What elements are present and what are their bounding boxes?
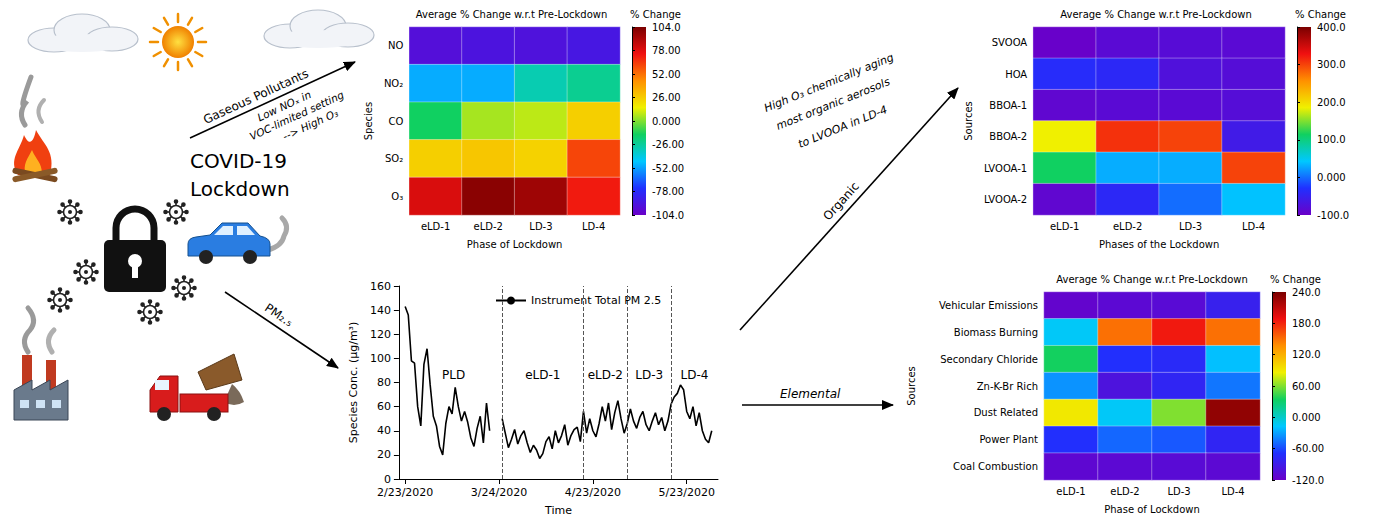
- svg-text:eLD-2: eLD-2: [1110, 486, 1139, 497]
- svg-text:--> High O₃: --> High O₃: [281, 107, 340, 143]
- svg-text:Organic: Organic: [820, 179, 862, 223]
- svg-text:0.000: 0.000: [652, 116, 681, 127]
- svg-text:120.0: 120.0: [1292, 349, 1321, 360]
- svg-text:to LVOOA in LD-4: to LVOOA in LD-4: [796, 103, 889, 151]
- svg-text:80: 80: [377, 376, 391, 389]
- svg-text:NO: NO: [388, 40, 403, 51]
- svg-text:52.00: 52.00: [652, 69, 681, 80]
- svg-text:LD-4: LD-4: [582, 221, 605, 232]
- svg-text:Average % Change w.r.t Pre-Loc: Average % Change w.r.t Pre-Lockdown: [1056, 274, 1248, 285]
- svg-text:O₃: O₃: [391, 191, 403, 202]
- svg-text:Vehicular Emissions: Vehicular Emissions: [939, 300, 1038, 311]
- svg-text:Coal Combustion: Coal Combustion: [953, 461, 1038, 472]
- svg-text:0.000: 0.000: [1292, 412, 1321, 423]
- svg-text:180.0: 180.0: [1292, 318, 1321, 329]
- svg-text:Secondary Chloride: Secondary Chloride: [940, 354, 1038, 365]
- svg-text:Biomass Burning: Biomass Burning: [954, 327, 1038, 338]
- svg-text:eLD-2: eLD-2: [588, 368, 623, 382]
- svg-text:LD-3: LD-3: [529, 221, 552, 232]
- svg-text:% Change: % Change: [1295, 9, 1346, 20]
- svg-text:Sources: Sources: [963, 101, 974, 141]
- svg-text:most organic aerosols: most organic aerosols: [774, 75, 892, 133]
- svg-text:Elemental: Elemental: [780, 387, 841, 401]
- svg-text:Lockdown: Lockdown: [190, 177, 290, 201]
- svg-text:60.00: 60.00: [1292, 381, 1321, 392]
- svg-text:60: 60: [377, 400, 391, 413]
- svg-text:78.00: 78.00: [652, 45, 681, 56]
- svg-text:-100.0: -100.0: [1317, 210, 1349, 221]
- svg-text:Phase of Lockdown: Phase of Lockdown: [467, 239, 563, 250]
- svg-text:Time: Time: [544, 504, 572, 517]
- svg-text:Zn-K-Br Rich: Zn-K-Br Rich: [977, 381, 1038, 392]
- svg-text:20: 20: [377, 448, 391, 461]
- svg-text:Instrument Total PM 2.5: Instrument Total PM 2.5: [531, 294, 661, 307]
- svg-text:5/23/2020: 5/23/2020: [659, 486, 715, 499]
- svg-text:200.0: 200.0: [1317, 97, 1346, 108]
- svg-text:2/23/2020: 2/23/2020: [377, 486, 433, 499]
- svg-text:0.000: 0.000: [1317, 172, 1346, 183]
- svg-text:-26.00: -26.00: [652, 139, 684, 150]
- svg-text:CO: CO: [388, 116, 403, 127]
- svg-text:LD-4: LD-4: [681, 368, 709, 382]
- svg-text:Dust Related: Dust Related: [974, 407, 1038, 418]
- svg-text:4/23/2020: 4/23/2020: [565, 486, 621, 499]
- svg-text:LD-4: LD-4: [1242, 221, 1265, 232]
- svg-text:-78.00: -78.00: [652, 186, 684, 197]
- svg-text:-120.0: -120.0: [1292, 475, 1324, 486]
- svg-text:Average % Change w.r.t Pre-Loc: Average % Change w.r.t Pre-Lockdown: [416, 9, 608, 20]
- svg-text:300.0: 300.0: [1317, 59, 1346, 70]
- svg-text:40: 40: [377, 424, 391, 437]
- svg-text:3/24/2020: 3/24/2020: [471, 486, 527, 499]
- svg-text:26.00: 26.00: [652, 92, 681, 103]
- svg-text:% Change: % Change: [630, 9, 681, 20]
- svg-text:Power Plant: Power Plant: [979, 434, 1038, 445]
- svg-text:LD-3: LD-3: [1179, 221, 1202, 232]
- svg-text:NO₂: NO₂: [384, 78, 403, 89]
- svg-text:LD-3: LD-3: [1167, 486, 1190, 497]
- svg-text:PM₂.₅: PM₂.₅: [262, 301, 296, 330]
- svg-text:LVOOA-1: LVOOA-1: [984, 163, 1027, 174]
- svg-text:-60.00: -60.00: [1292, 443, 1324, 454]
- svg-text:eLD-2: eLD-2: [474, 221, 503, 232]
- svg-text:Species Conc. (μg/m³): Species Conc. (μg/m³): [347, 322, 360, 444]
- svg-text:eLD-2: eLD-2: [1113, 221, 1142, 232]
- svg-text:-52.00: -52.00: [652, 163, 684, 174]
- svg-text:100: 100: [370, 352, 391, 365]
- svg-text:Gaseous Pollutants: Gaseous Pollutants: [201, 66, 311, 127]
- svg-text:LD-4: LD-4: [1221, 486, 1244, 497]
- svg-text:SO₂: SO₂: [385, 153, 403, 164]
- svg-text:0: 0: [384, 473, 391, 486]
- svg-text:COVID-19: COVID-19: [190, 149, 287, 173]
- svg-text:% Change: % Change: [1270, 274, 1321, 285]
- svg-text:PLD: PLD: [442, 368, 465, 382]
- svg-text:eLD-1: eLD-1: [525, 368, 560, 382]
- svg-text:Phases of the Lockdown: Phases of the Lockdown: [1099, 239, 1219, 250]
- svg-text:240.0: 240.0: [1292, 287, 1321, 298]
- svg-text:LVOOA-2: LVOOA-2: [984, 194, 1027, 205]
- svg-text:104.0: 104.0: [652, 22, 681, 33]
- svg-text:140: 140: [370, 304, 391, 317]
- svg-text:High O₃ chemically aging: High O₃ chemically aging: [762, 50, 896, 115]
- svg-text:-104.0: -104.0: [652, 210, 684, 221]
- svg-text:eLD-1: eLD-1: [1050, 221, 1079, 232]
- svg-text:120: 120: [370, 328, 391, 341]
- svg-text:Phase of Lockdown: Phase of Lockdown: [1104, 504, 1200, 515]
- svg-text:Species: Species: [363, 102, 374, 141]
- svg-text:eLD-1: eLD-1: [421, 221, 450, 232]
- svg-text:100.0: 100.0: [1317, 134, 1346, 145]
- svg-text:SVOOA: SVOOA: [992, 37, 1028, 48]
- svg-text:BBOA-2: BBOA-2: [989, 131, 1027, 142]
- svg-text:HOA: HOA: [1005, 69, 1027, 80]
- svg-text:VOC-limited setting: VOC-limited setting: [247, 88, 345, 142]
- svg-text:BBOA-1: BBOA-1: [989, 100, 1027, 111]
- svg-text:eLD-1: eLD-1: [1056, 486, 1085, 497]
- svg-text:160: 160: [370, 280, 391, 293]
- svg-text:LD-3: LD-3: [635, 368, 663, 382]
- svg-text:Sources: Sources: [906, 366, 917, 406]
- svg-text:Average % Change w.r.t Pre-Loc: Average % Change w.r.t Pre-Lockdown: [1060, 9, 1252, 20]
- svg-text:400.0: 400.0: [1317, 22, 1346, 33]
- svg-text:Low NOₓ in: Low NOₓ in: [255, 88, 313, 124]
